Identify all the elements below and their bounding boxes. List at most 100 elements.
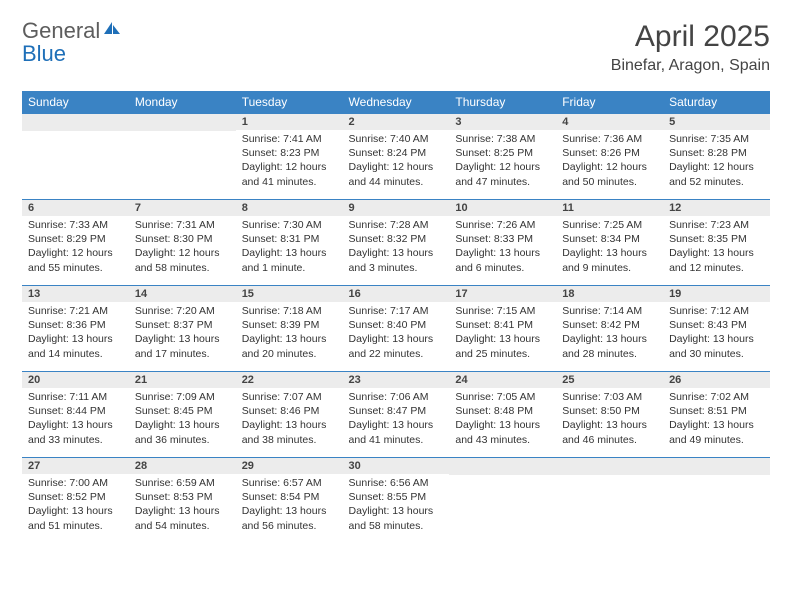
sunrise-text: Sunrise: 7:15 AM (455, 304, 550, 318)
brand-part1: General (22, 18, 100, 43)
sunrise-text: Sunrise: 7:17 AM (349, 304, 444, 318)
sunset-text: Sunset: 8:29 PM (28, 232, 123, 246)
sunrise-text: Sunrise: 7:11 AM (28, 390, 123, 404)
day-number: 2 (343, 113, 450, 130)
daylight-text: Daylight: 13 hours and 46 minutes. (562, 418, 657, 446)
daylight-text: Daylight: 13 hours and 56 minutes. (242, 504, 337, 532)
calendar-cell: 24Sunrise: 7:05 AMSunset: 8:48 PMDayligh… (449, 371, 556, 457)
sunrise-text: Sunrise: 7:33 AM (28, 218, 123, 232)
calendar-cell: 25Sunrise: 7:03 AMSunset: 8:50 PMDayligh… (556, 371, 663, 457)
calendar-cell: 7Sunrise: 7:31 AMSunset: 8:30 PMDaylight… (129, 199, 236, 285)
sunset-text: Sunset: 8:50 PM (562, 404, 657, 418)
sunrise-text: Sunrise: 7:09 AM (135, 390, 230, 404)
daylight-text: Daylight: 13 hours and 49 minutes. (669, 418, 764, 446)
sunrise-text: Sunrise: 7:38 AM (455, 132, 550, 146)
daylight-text: Daylight: 13 hours and 6 minutes. (455, 246, 550, 274)
day-number: 11 (556, 199, 663, 216)
brand-part2: Blue (22, 41, 66, 66)
calendar-cell: 19Sunrise: 7:12 AMSunset: 8:43 PMDayligh… (663, 285, 770, 371)
sunrise-text: Sunrise: 7:35 AM (669, 132, 764, 146)
calendar-cell: 21Sunrise: 7:09 AMSunset: 8:45 PMDayligh… (129, 371, 236, 457)
calendar-cell: 3Sunrise: 7:38 AMSunset: 8:25 PMDaylight… (449, 113, 556, 199)
sunset-text: Sunset: 8:28 PM (669, 146, 764, 160)
calendar-table: SundayMondayTuesdayWednesdayThursdayFrid… (22, 91, 770, 543)
day-number: 4 (556, 113, 663, 130)
weekday-header: Friday (556, 91, 663, 113)
calendar-cell: 13Sunrise: 7:21 AMSunset: 8:36 PMDayligh… (22, 285, 129, 371)
calendar-cell: 18Sunrise: 7:14 AMSunset: 8:42 PMDayligh… (556, 285, 663, 371)
day-details: Sunrise: 7:06 AMSunset: 8:47 PMDaylight:… (343, 388, 450, 451)
weekday-header: Sunday (22, 91, 129, 113)
page: General Blue April 2025 Binefar, Aragon,… (0, 0, 792, 563)
calendar-body: 1Sunrise: 7:41 AMSunset: 8:23 PMDaylight… (22, 113, 770, 543)
sunrise-text: Sunrise: 7:30 AM (242, 218, 337, 232)
calendar-cell: 5Sunrise: 7:35 AMSunset: 8:28 PMDaylight… (663, 113, 770, 199)
sunrise-text: Sunrise: 7:40 AM (349, 132, 444, 146)
day-number: 9 (343, 199, 450, 216)
day-number: 22 (236, 371, 343, 388)
day-details: Sunrise: 7:40 AMSunset: 8:24 PMDaylight:… (343, 130, 450, 193)
day-number (556, 457, 663, 475)
day-details: Sunrise: 7:11 AMSunset: 8:44 PMDaylight:… (22, 388, 129, 451)
day-number (663, 457, 770, 475)
sunset-text: Sunset: 8:24 PM (349, 146, 444, 160)
calendar-cell: 20Sunrise: 7:11 AMSunset: 8:44 PMDayligh… (22, 371, 129, 457)
calendar-header-row: SundayMondayTuesdayWednesdayThursdayFrid… (22, 91, 770, 113)
day-number: 17 (449, 285, 556, 302)
daylight-text: Daylight: 13 hours and 25 minutes. (455, 332, 550, 360)
day-details: Sunrise: 7:38 AMSunset: 8:25 PMDaylight:… (449, 130, 556, 193)
day-number: 18 (556, 285, 663, 302)
day-number: 26 (663, 371, 770, 388)
day-details: Sunrise: 7:12 AMSunset: 8:43 PMDaylight:… (663, 302, 770, 365)
day-details: Sunrise: 7:35 AMSunset: 8:28 PMDaylight:… (663, 130, 770, 193)
day-number: 16 (343, 285, 450, 302)
sunset-text: Sunset: 8:54 PM (242, 490, 337, 504)
sunset-text: Sunset: 8:30 PM (135, 232, 230, 246)
calendar-week-row: 20Sunrise: 7:11 AMSunset: 8:44 PMDayligh… (22, 371, 770, 457)
daylight-text: Daylight: 13 hours and 43 minutes. (455, 418, 550, 446)
day-number: 13 (22, 285, 129, 302)
sunset-text: Sunset: 8:46 PM (242, 404, 337, 418)
sunrise-text: Sunrise: 7:12 AM (669, 304, 764, 318)
calendar-cell (22, 113, 129, 199)
day-number: 27 (22, 457, 129, 474)
sunrise-text: Sunrise: 7:05 AM (455, 390, 550, 404)
sunset-text: Sunset: 8:53 PM (135, 490, 230, 504)
daylight-text: Daylight: 12 hours and 55 minutes. (28, 246, 123, 274)
weekday-header: Monday (129, 91, 236, 113)
day-details: Sunrise: 7:00 AMSunset: 8:52 PMDaylight:… (22, 474, 129, 537)
day-details: Sunrise: 7:02 AMSunset: 8:51 PMDaylight:… (663, 388, 770, 451)
sunrise-text: Sunrise: 7:18 AM (242, 304, 337, 318)
calendar-cell: 27Sunrise: 7:00 AMSunset: 8:52 PMDayligh… (22, 457, 129, 543)
daylight-text: Daylight: 13 hours and 51 minutes. (28, 504, 123, 532)
day-number: 6 (22, 199, 129, 216)
day-number: 14 (129, 285, 236, 302)
calendar-cell: 15Sunrise: 7:18 AMSunset: 8:39 PMDayligh… (236, 285, 343, 371)
weekday-header: Saturday (663, 91, 770, 113)
daylight-text: Daylight: 13 hours and 12 minutes. (669, 246, 764, 274)
page-title: April 2025 (611, 20, 770, 53)
day-number: 5 (663, 113, 770, 130)
weekday-header: Wednesday (343, 91, 450, 113)
day-details: Sunrise: 7:30 AMSunset: 8:31 PMDaylight:… (236, 216, 343, 279)
sunset-text: Sunset: 8:41 PM (455, 318, 550, 332)
calendar-cell: 8Sunrise: 7:30 AMSunset: 8:31 PMDaylight… (236, 199, 343, 285)
sunset-text: Sunset: 8:55 PM (349, 490, 444, 504)
sunrise-text: Sunrise: 7:25 AM (562, 218, 657, 232)
day-details: Sunrise: 7:23 AMSunset: 8:35 PMDaylight:… (663, 216, 770, 279)
day-details: Sunrise: 7:14 AMSunset: 8:42 PMDaylight:… (556, 302, 663, 365)
day-number: 24 (449, 371, 556, 388)
calendar-cell: 26Sunrise: 7:02 AMSunset: 8:51 PMDayligh… (663, 371, 770, 457)
sunset-text: Sunset: 8:42 PM (562, 318, 657, 332)
calendar-cell: 22Sunrise: 7:07 AMSunset: 8:46 PMDayligh… (236, 371, 343, 457)
sunrise-text: Sunrise: 7:20 AM (135, 304, 230, 318)
sunrise-text: Sunrise: 7:14 AM (562, 304, 657, 318)
day-number: 15 (236, 285, 343, 302)
weekday-header: Thursday (449, 91, 556, 113)
daylight-text: Daylight: 13 hours and 22 minutes. (349, 332, 444, 360)
calendar-week-row: 27Sunrise: 7:00 AMSunset: 8:52 PMDayligh… (22, 457, 770, 543)
day-details: Sunrise: 7:41 AMSunset: 8:23 PMDaylight:… (236, 130, 343, 193)
sunset-text: Sunset: 8:43 PM (669, 318, 764, 332)
day-number: 29 (236, 457, 343, 474)
daylight-text: Daylight: 13 hours and 58 minutes. (349, 504, 444, 532)
